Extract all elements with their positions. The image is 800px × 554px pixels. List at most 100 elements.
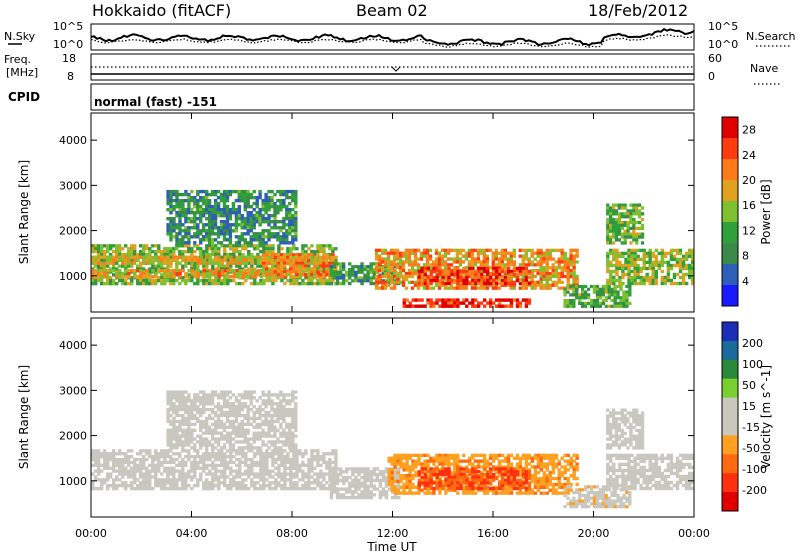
data-cell [447, 301, 451, 305]
data-cell [172, 469, 176, 473]
data-cell [145, 475, 149, 479]
data-cell [325, 270, 329, 274]
data-cell [625, 296, 629, 300]
data-cell [488, 283, 492, 287]
data-cell [178, 282, 182, 286]
data-cell [196, 255, 200, 260]
data-cell [444, 281, 448, 286]
data-cell [495, 272, 499, 277]
data-cell [539, 266, 543, 270]
data-cell [569, 263, 573, 267]
data-cell [606, 254, 610, 259]
data-cell [271, 247, 275, 251]
data-cell [228, 437, 233, 441]
data-cell [181, 258, 185, 262]
data-cell [127, 258, 131, 262]
data-cell [420, 298, 424, 302]
data-cell [249, 220, 253, 224]
data-cell [530, 248, 534, 252]
data-cell [219, 208, 224, 212]
data-cell [536, 254, 540, 258]
data-cell [288, 413, 292, 418]
data-cell [205, 247, 209, 251]
data-cell [184, 449, 188, 453]
data-cell [380, 266, 385, 270]
data-cell [184, 455, 188, 459]
data-cell [178, 220, 182, 224]
data-cell [109, 269, 113, 273]
data-cell [193, 460, 197, 465]
data-cell [109, 244, 113, 248]
data-cell [277, 244, 281, 248]
data-cell [542, 274, 546, 279]
data-cell [273, 235, 277, 239]
data-cell [175, 255, 179, 259]
data-cell [273, 419, 277, 424]
data-cell [166, 232, 170, 236]
data-cell [184, 416, 188, 421]
data-cell [256, 244, 260, 248]
data-cell [447, 281, 451, 286]
data-cell [226, 455, 230, 459]
data-cell [446, 286, 451, 290]
data-cell [136, 457, 140, 462]
data-cell [243, 440, 247, 444]
data-cell [202, 238, 206, 242]
data-cell [196, 232, 200, 236]
data-cell [341, 265, 346, 269]
data-cell [216, 232, 221, 236]
data-cell [181, 487, 185, 491]
data-cell [629, 212, 633, 216]
data-cell [332, 276, 337, 280]
data-cell [225, 434, 230, 438]
data-cell [225, 399, 230, 403]
data-cell [232, 269, 237, 273]
data-cell [252, 405, 256, 409]
data-cell [348, 276, 352, 280]
data-cell [672, 263, 677, 268]
colorbar-segment [722, 201, 738, 223]
data-cell [413, 248, 418, 252]
data-cell [199, 440, 203, 444]
data-cell [611, 241, 616, 245]
data-cell [326, 255, 330, 259]
data-cell [264, 217, 268, 221]
data-cell [220, 452, 224, 456]
data-cell [163, 478, 167, 482]
data-cell [118, 478, 122, 482]
data-cell [267, 419, 271, 424]
data-cell [97, 269, 101, 273]
data-cell [311, 275, 315, 279]
data-cell [211, 487, 215, 491]
data-cell [213, 214, 218, 218]
data-cell [542, 254, 546, 258]
data-cell [202, 226, 206, 230]
data-cell [437, 260, 442, 264]
data-cell [617, 212, 621, 216]
data-cell [255, 232, 259, 236]
data-cell [97, 258, 101, 262]
data-cell [629, 209, 633, 213]
data-cell [91, 269, 95, 273]
data-cell [491, 301, 496, 305]
data-cell [154, 457, 158, 462]
data-cell [635, 241, 639, 245]
data-cell [217, 455, 221, 459]
data-cell [223, 255, 228, 259]
data-cell [139, 261, 143, 265]
data-cell [91, 275, 95, 279]
data-cell [474, 298, 478, 302]
data-cell [178, 269, 182, 273]
data-cell [244, 269, 249, 273]
data-cell [220, 455, 224, 459]
data-cell [566, 263, 570, 267]
data-cell [193, 428, 197, 432]
data-cell [328, 469, 332, 473]
data-cell [187, 425, 191, 429]
data-cell [310, 261, 314, 265]
data-cell [249, 390, 253, 394]
data-cell [255, 198, 259, 203]
data-cell [253, 267, 257, 271]
data-cell [94, 250, 98, 254]
data-cell [210, 393, 215, 397]
